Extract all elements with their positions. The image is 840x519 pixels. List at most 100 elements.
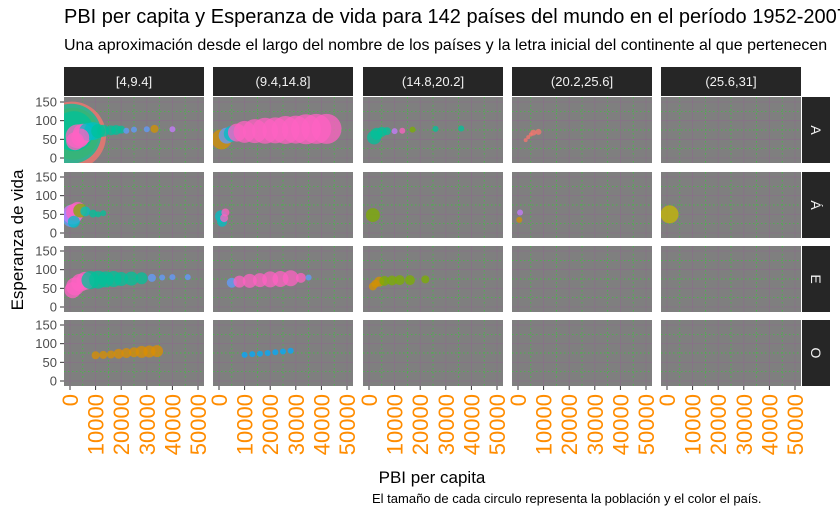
- data-point: [89, 209, 98, 218]
- data-point: [117, 125, 126, 134]
- data-point: [421, 275, 430, 284]
- x-tick-label: 40000: [160, 394, 185, 455]
- data-point: [150, 124, 159, 133]
- data-point: [387, 275, 398, 286]
- data-point: [135, 272, 148, 285]
- data-point: [394, 275, 405, 286]
- facet-row-strip: [802, 320, 830, 386]
- data-point: [249, 351, 256, 358]
- facet-column-label: (9.4,14.8]: [256, 74, 311, 89]
- facet-row-label: A: [808, 125, 824, 135]
- y-tick-label: 100: [35, 188, 57, 203]
- data-point: [159, 274, 166, 281]
- data-point: [99, 350, 108, 359]
- x-tick-label: 10000: [681, 394, 706, 455]
- data-point: [256, 350, 263, 357]
- x-tick-label: 50000: [485, 394, 510, 455]
- facet-column-strip: [64, 67, 204, 96]
- data-point: [106, 350, 115, 359]
- x-tick-label: 30000: [732, 394, 757, 455]
- data-point: [287, 347, 294, 354]
- x-tick-label: 30000: [284, 394, 309, 455]
- data-point: [242, 273, 257, 288]
- data-point: [91, 351, 100, 360]
- y-tick-label: 150: [35, 244, 57, 259]
- data-point: [305, 274, 312, 281]
- chart-title: PBI per capita y Esperanza de vida para …: [64, 6, 840, 28]
- data-point: [280, 348, 286, 355]
- x-tick-label: 50000: [186, 394, 211, 455]
- x-tick-label: 10000: [84, 394, 109, 455]
- data-point: [233, 275, 246, 288]
- data-point: [169, 126, 176, 133]
- y-tick-label: 50: [43, 132, 57, 147]
- facet-row-strip: [802, 97, 830, 163]
- facet-row-label: Á: [808, 200, 824, 210]
- y-tick-label: 150: [35, 170, 57, 185]
- y-tick-label: 100: [35, 113, 57, 128]
- facet-row-strip: [802, 172, 830, 238]
- data-point: [399, 127, 406, 134]
- data-point: [221, 208, 230, 217]
- data-point: [458, 125, 465, 132]
- data-point: [432, 125, 439, 132]
- data-point: [530, 129, 537, 136]
- y-tick-label: 0: [50, 151, 57, 166]
- data-point: [272, 349, 279, 356]
- data-point: [382, 127, 391, 136]
- facet-column-strip: [363, 67, 503, 96]
- y-tick-label: 100: [35, 336, 57, 351]
- data-point: [295, 272, 306, 283]
- facet-row-label: E: [808, 274, 824, 283]
- x-tick-label: 20000: [706, 394, 731, 455]
- data-point: [409, 126, 416, 133]
- x-tick-label: 20000: [408, 394, 433, 455]
- x-tick-label: 40000: [309, 394, 334, 455]
- facet-row-strip: [802, 246, 830, 312]
- x-tick-label: 10000: [532, 394, 557, 455]
- data-point: [516, 216, 523, 223]
- data-point: [169, 274, 176, 281]
- data-point: [100, 210, 107, 217]
- data-point: [97, 124, 110, 137]
- data-point: [241, 351, 248, 358]
- x-tick-label: 40000: [757, 394, 782, 455]
- x-tick-label: 10000: [383, 394, 408, 455]
- x-tick-label: 40000: [459, 394, 484, 455]
- y-tick-label: 150: [35, 318, 57, 333]
- facet-column-strip: [512, 67, 652, 96]
- facet-column-label: (20.2,25.6]: [551, 74, 613, 89]
- data-point: [391, 128, 398, 135]
- y-tick-label: 50: [43, 281, 57, 296]
- data-point: [311, 113, 342, 144]
- data-point: [282, 270, 299, 287]
- y-axis-label: Esperanza de vida: [8, 169, 27, 310]
- facet-column-strip: [213, 67, 353, 96]
- facet-column-label: [4,9.4]: [116, 74, 152, 89]
- chart-subtitle: Una aproximación desde el largo del nomb…: [64, 37, 828, 54]
- y-tick-label: 50: [43, 355, 57, 370]
- x-tick-label: 10000: [233, 394, 258, 455]
- x-tick-label: 40000: [608, 394, 633, 455]
- facet-row-label: O: [808, 348, 824, 359]
- data-point: [147, 273, 156, 282]
- y-tick-label: 150: [35, 95, 57, 110]
- data-point: [95, 211, 102, 218]
- x-tick-label: 30000: [583, 394, 608, 455]
- data-point: [131, 126, 137, 133]
- data-point: [661, 205, 679, 224]
- x-tick-label: 30000: [434, 394, 459, 455]
- x-tick-label: 20000: [258, 394, 283, 455]
- data-point: [71, 128, 90, 147]
- data-point: [67, 215, 80, 228]
- data-point: [535, 128, 542, 135]
- facet-column-label: (25.6,31]: [705, 74, 756, 89]
- data-point: [526, 135, 531, 140]
- x-axis-label: PBI per capita: [379, 468, 486, 487]
- data-point: [80, 206, 91, 217]
- data-point: [517, 209, 524, 216]
- y-tick-label: 0: [50, 300, 57, 315]
- data-point: [264, 350, 271, 356]
- x-tick-label: 50000: [783, 394, 808, 455]
